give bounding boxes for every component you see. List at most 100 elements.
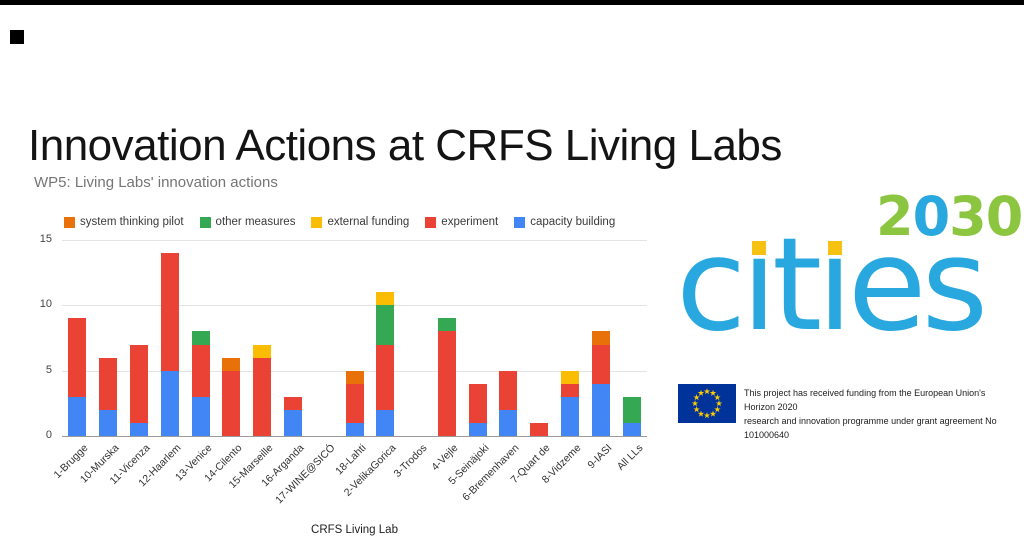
chart-legend: system thinking pilot other measures exter… — [64, 216, 615, 228]
bar-11-Vicenza — [129, 344, 148, 436]
bar-12-Haarlem — [160, 253, 179, 436]
gridline — [62, 305, 647, 307]
bar-segment-system thinking pilot — [345, 370, 364, 384]
legend-item: experiment — [425, 216, 498, 228]
funding-strip: This project has received funding from t… — [678, 384, 1018, 443]
slide-title: Innovation Actions at CRFS Living Labs — [28, 121, 782, 171]
bar-segment-experiment — [99, 357, 118, 410]
bar-4-Vejle — [437, 318, 456, 436]
logo-year-digit: 2 — [876, 185, 914, 248]
bar-segment-experiment — [68, 318, 87, 397]
gridline — [62, 436, 647, 437]
bar-13-Venice — [191, 331, 210, 436]
funding-text-line1: This project has received funding from t… — [744, 388, 986, 412]
bar-segment-external funding — [561, 370, 580, 384]
funding-text: This project has received funding from t… — [744, 384, 1018, 443]
logo-year-2030: 2030 — [876, 190, 1023, 244]
innovation-actions-chart: WP5: Living Labs' innovation actions sys… — [30, 168, 678, 560]
x-tick-label: 9-IASI — [585, 442, 615, 472]
bar-segment-other measures — [191, 331, 210, 345]
legend-label: system thinking pilot — [80, 216, 184, 228]
plot-area — [62, 240, 647, 437]
legend-label: capacity building — [530, 216, 616, 228]
logo-year-digit: 3 — [949, 185, 987, 248]
legend-item: external funding — [311, 216, 409, 228]
bar-14-Cilento — [222, 357, 241, 436]
legend-item: capacity building — [514, 216, 615, 228]
legend-swatch-icon — [64, 216, 75, 228]
bar-segment-other measures — [622, 396, 641, 423]
bar-5-Seinäjoki — [468, 383, 487, 436]
bar-segment-experiment — [129, 344, 148, 423]
bar-segment-experiment — [160, 253, 179, 371]
bar-segment-capacity building — [191, 396, 210, 436]
bar-segment-other measures — [437, 318, 456, 332]
bar-segment-experiment — [468, 383, 487, 423]
bar-segment-capacity building — [561, 396, 580, 436]
legend-item: other measures — [199, 216, 296, 228]
x-axis-title: CRFS Living Lab — [311, 524, 398, 536]
bar-18-Lahti — [345, 370, 364, 436]
legend-swatch-icon — [514, 216, 526, 228]
bar-15-Marseille — [253, 344, 272, 436]
legend-label: other measures — [215, 216, 296, 228]
y-tick-label: 0 — [45, 429, 52, 441]
bar-segment-experiment — [222, 370, 241, 436]
legend-label: experiment — [441, 216, 499, 228]
bar-segment-experiment — [530, 422, 549, 436]
bar-segment-experiment — [561, 383, 580, 397]
bar-segment-other measures — [376, 305, 395, 345]
bar-1-Brugge — [68, 318, 87, 436]
bar-segment-system thinking pilot — [591, 331, 610, 345]
y-tick-label: 15 — [39, 233, 52, 245]
bar-segment-capacity building — [622, 422, 641, 436]
bar-segment-capacity building — [468, 422, 487, 436]
slide-corner-marker — [10, 30, 24, 44]
bar-segment-experiment — [437, 331, 456, 436]
bar-segment-capacity building — [499, 409, 518, 436]
bar-segment-external funding — [376, 292, 395, 306]
legend-swatch-icon — [425, 216, 437, 228]
bar-segment-experiment — [253, 357, 272, 436]
chart-title: WP5: Living Labs' innovation actions — [34, 174, 278, 191]
bar-segment-external funding — [253, 344, 272, 358]
logo-year-digit: 0 — [985, 185, 1024, 248]
bar-segment-capacity building — [129, 422, 148, 436]
bar-segment-experiment — [591, 344, 610, 384]
y-axis: 0 5 10 15 — [30, 233, 56, 441]
legend-label: external funding — [327, 216, 410, 228]
bar-2-VelikaGorica — [376, 292, 395, 436]
eu-flag-icon — [678, 384, 736, 423]
bar-segment-experiment — [283, 396, 302, 410]
bar-segment-capacity building — [68, 396, 87, 436]
bar-segment-capacity building — [591, 383, 610, 436]
bar-segment-capacity building — [376, 409, 395, 436]
legend-swatch-icon — [199, 216, 211, 228]
bar-segment-experiment — [345, 383, 364, 423]
bar-segment-system thinking pilot — [222, 357, 241, 371]
legend-item: system thinking pilot — [64, 216, 184, 228]
bar-9-IASI — [591, 331, 610, 436]
bar-segment-experiment — [499, 370, 518, 410]
bar-segment-capacity building — [99, 409, 118, 436]
bar-16-Arganda — [283, 396, 302, 436]
bar-8-Vidzeme — [561, 370, 580, 436]
bar-10-Murska — [99, 357, 118, 436]
cities-i-dot-icon — [828, 241, 842, 255]
x-tick-label: All LLs — [614, 442, 646, 473]
bar-segment-experiment — [376, 344, 395, 410]
funding-text-line2: research and innovation programme under … — [744, 415, 997, 440]
bar-segment-experiment — [191, 344, 210, 397]
y-tick-label: 5 — [45, 363, 52, 376]
bar-7-Quart de — [530, 422, 549, 436]
y-tick-label: 10 — [39, 298, 52, 311]
x-tick-label: 3-Trodos — [391, 442, 430, 480]
bar-segment-capacity building — [345, 422, 364, 436]
cities-i-dot-icon — [752, 241, 766, 255]
bar-segment-capacity building — [160, 370, 179, 436]
logo-year-digit: 0 — [912, 185, 951, 248]
gridline — [62, 240, 647, 241]
legend-swatch-icon — [311, 216, 323, 228]
slide-top-bar — [0, 0, 1024, 5]
bar-segment-capacity building — [283, 409, 302, 436]
